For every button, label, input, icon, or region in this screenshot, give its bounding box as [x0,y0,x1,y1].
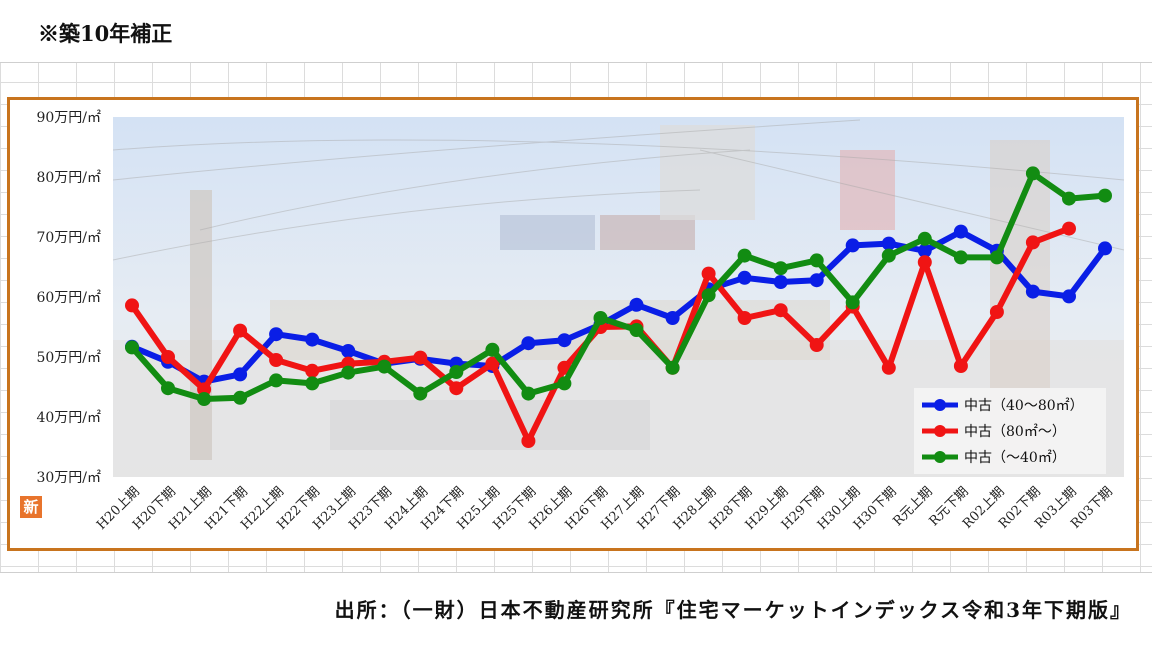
data-point [197,392,212,406]
data-point [269,327,284,342]
legend: 中古（40～80㎡） 中古（80㎡～） 中古（～40㎡） [914,388,1106,474]
data-point [737,248,752,263]
data-point [773,275,788,289]
footer-area [0,572,1152,649]
data-point [845,238,860,253]
data-point [521,336,536,351]
data-point [305,332,320,347]
data-point [665,360,680,375]
series-layer [125,166,1112,448]
y-tick-label: 60万円/㎡ [36,290,101,306]
data-point [449,365,464,379]
y-tick-label: 30万円/㎡ [36,470,101,486]
data-point [305,363,320,378]
data-point [881,360,896,375]
data-point [737,270,752,285]
data-point [629,323,644,337]
data-point [593,311,608,325]
data-point [1098,241,1112,256]
data-point [413,386,428,401]
data-point [773,303,788,318]
note-text: ※築10年補正 [38,21,173,46]
data-point [485,356,500,371]
data-point [701,266,716,281]
data-point [521,386,536,401]
legend-swatch-marker [934,399,946,411]
data-point [1098,188,1112,203]
data-point [953,224,968,239]
data-point [701,288,716,303]
data-point [521,434,536,448]
data-point [881,248,896,263]
data-point [125,298,139,313]
data-point [845,295,860,310]
data-point [881,236,896,251]
data-point [809,253,824,268]
data-point [413,350,428,365]
series-3 [125,166,1112,406]
data-point [161,350,175,364]
data-point [305,376,320,391]
data-point [629,297,644,312]
new-badge-icon: 新 [20,496,42,518]
data-point [197,382,212,397]
data-point [269,373,284,388]
series-line [129,228,1108,385]
legend-swatch-marker [934,451,946,463]
data-point [1062,289,1076,304]
data-point [557,376,572,391]
y-tick-label: 80万円/㎡ [36,170,101,186]
data-point [1025,166,1040,181]
data-point [1062,191,1076,206]
data-point [485,342,500,357]
data-point [1025,235,1040,250]
data-point [953,250,968,265]
header-area [0,0,1152,63]
data-point [269,353,284,367]
data-point [233,367,248,382]
data-point [953,359,968,373]
series-line [129,170,1108,402]
data-point [809,273,824,288]
data-point [917,243,932,258]
data-point [989,250,1004,265]
data-point [341,365,356,380]
legend-label: 中古（40～80㎡） [964,398,1084,414]
y-tick-label: 70万円/㎡ [36,230,101,246]
series-2 [125,221,1076,448]
data-point [989,305,1004,319]
y-tick-label: 90万円/㎡ [36,110,101,126]
y-tick-label: 40万円/㎡ [36,410,101,426]
data-point [917,231,932,246]
data-point [233,390,248,405]
data-point [449,381,464,396]
y-tick-label: 50万円/㎡ [36,350,101,366]
data-point [161,381,175,396]
legend-label: 中古（80㎡～） [964,424,1066,440]
data-point [341,344,356,358]
source-citation: 出所：（一財）日本不動産研究所『住宅マーケットインデックス令和3年下期版』 [334,598,1132,622]
x-tick-label: R元上期 [891,484,936,529]
x-axis: H20上期H20下期H21上期H21下期H22上期H22下期H23上期H23下期… [94,484,1116,533]
data-point [377,359,392,374]
legend-label: 中古（～40㎡） [964,450,1066,466]
data-point [233,323,248,338]
data-point [125,340,139,355]
data-point [557,333,572,348]
data-point [737,311,752,325]
data-point [1025,284,1040,299]
data-point [809,338,824,352]
legend-swatch-marker [934,425,946,437]
data-point [773,261,788,276]
data-point [917,255,932,270]
data-point [1062,221,1076,236]
y-axis: 30万円/㎡ 40万円/㎡ 50万円/㎡ 60万円/㎡ 70万円/㎡ 80万円/㎡ 90万円… [36,110,101,486]
data-point [665,311,680,325]
